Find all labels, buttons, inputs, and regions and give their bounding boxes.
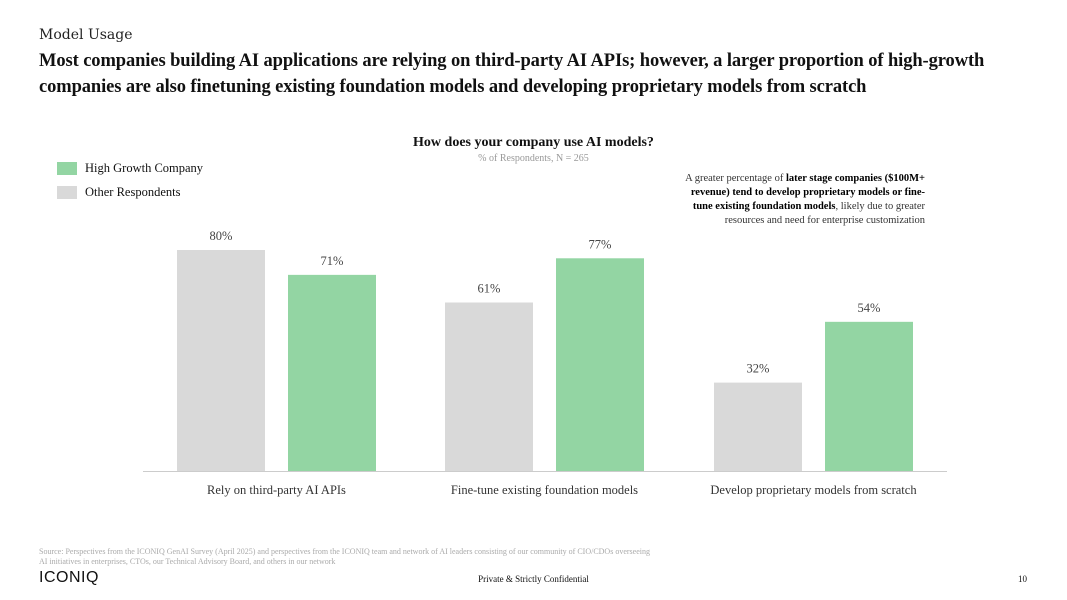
data-label: 71%	[321, 254, 344, 268]
category-label: Fine-tune existing foundation models	[451, 483, 638, 497]
logo: ICONIQ	[39, 569, 99, 586]
bar	[825, 321, 913, 471]
chart-title: How does your company use AI models?	[413, 135, 654, 150]
annotation-text: A greater percentage of	[685, 173, 786, 184]
annotation-bold: later stage companies ($100M+ revenue) t…	[690, 173, 925, 212]
bar	[556, 258, 644, 471]
data-label: 54%	[858, 301, 881, 315]
annotation-text: , likely due to greater resources and ne…	[724, 201, 925, 226]
confidential-label: Private & Strictly Confidential	[478, 574, 589, 584]
bar	[445, 302, 533, 471]
legend-label: High Growth Company	[85, 161, 204, 175]
bar	[177, 250, 265, 471]
legend-label: Other Respondents	[85, 185, 181, 199]
annotation: A greater percentage of later stage comp…	[685, 172, 925, 228]
data-label: 61%	[478, 281, 501, 295]
headline: Most companies building AI applications …	[39, 51, 985, 97]
legend-swatch	[57, 186, 77, 199]
bar	[288, 274, 376, 471]
page-number: 10	[1018, 574, 1027, 584]
bar	[714, 382, 802, 471]
category-label: Rely on third-party AI APIs	[207, 483, 346, 497]
section-label: Model Usage	[39, 27, 133, 43]
source-note: Source: Perspectives from the ICONIQ Gen…	[39, 547, 650, 566]
legend-swatch	[57, 162, 77, 175]
chart-subtitle: % of Respondents, N = 265	[478, 153, 589, 164]
data-label: 32%	[747, 362, 770, 376]
data-label: 77%	[589, 237, 612, 251]
data-label: 80%	[210, 229, 233, 243]
legend-item-other: Other Respondents	[57, 185, 180, 200]
legend-item-high-growth: High Growth Company	[57, 161, 203, 176]
category-label: Develop proprietary models from scratch	[710, 483, 917, 497]
